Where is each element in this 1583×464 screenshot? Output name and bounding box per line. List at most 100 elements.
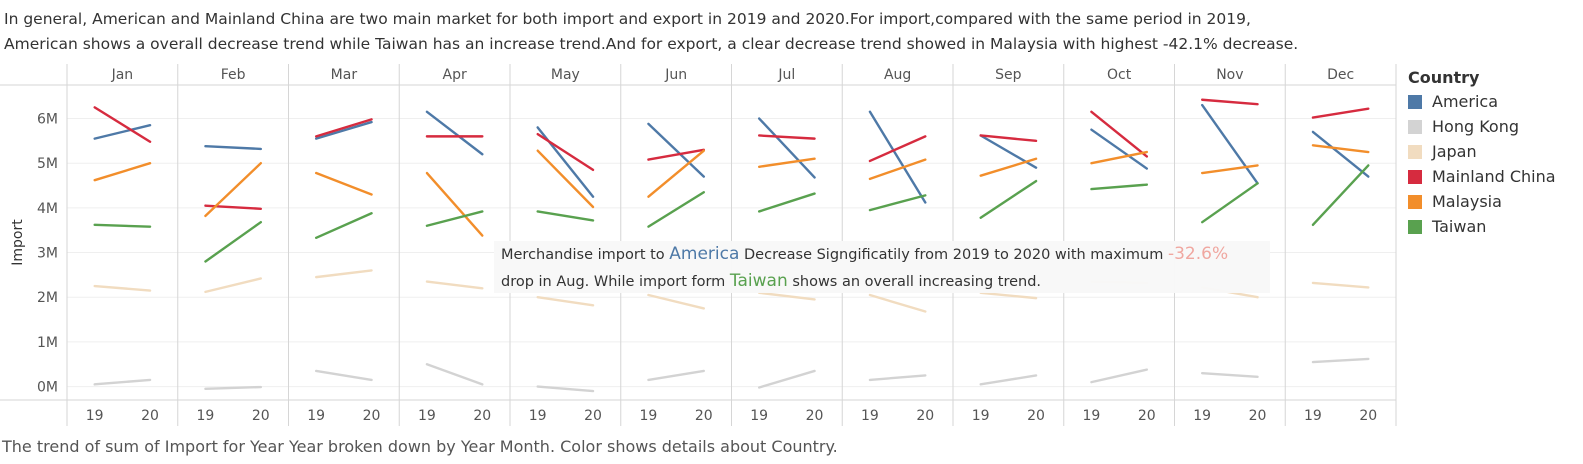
- x-tick-label: 19: [307, 408, 325, 424]
- x-tick-label: 20: [1138, 408, 1156, 424]
- series-america-mar: [314, 120, 373, 140]
- x-tick-label: 19: [640, 408, 658, 424]
- series-taiwan-aug: [868, 194, 927, 212]
- legend-item-taiwan[interactable]: Taiwan: [1408, 214, 1556, 239]
- series-malaysia-feb: [204, 161, 263, 218]
- month-header: Nov: [1216, 67, 1243, 83]
- month-header: Oct: [1107, 67, 1132, 83]
- x-tick-label: 20: [695, 408, 713, 424]
- annotation-tooltip: Merchandise import to America Decrease S…: [494, 241, 1270, 293]
- intro-line-1: In general, American and Mainland China …: [4, 10, 1251, 28]
- legend-item-malaysia[interactable]: Malaysia: [1408, 189, 1556, 214]
- legend-label: America: [1432, 92, 1498, 111]
- intro-text: In general, American and Mainland China …: [4, 7, 1424, 57]
- series-taiwan-jun: [647, 191, 706, 228]
- series-japan-aug: [868, 293, 927, 313]
- series-hong-kong-oct: [1090, 368, 1149, 384]
- series-mainland-china-jun: [647, 148, 706, 161]
- series-taiwan-jul: [757, 192, 816, 213]
- legend-label: Malaysia: [1432, 192, 1502, 211]
- chart-caption: The trend of sum of Import for Year Year…: [2, 437, 838, 456]
- series-japan-sep: [979, 291, 1038, 300]
- series-taiwan-feb: [204, 220, 263, 263]
- series-hong-kong-feb: [204, 385, 263, 391]
- series-japan-mar: [314, 269, 373, 279]
- series-hong-kong-apr: [425, 363, 484, 386]
- series-hong-kong-sep: [979, 374, 1038, 386]
- series-mainland-china-jul: [757, 134, 816, 140]
- month-header: Mar: [331, 67, 358, 83]
- x-tick-label: 19: [197, 408, 215, 424]
- legend-swatch: [1408, 219, 1422, 234]
- series-mainland-china-may: [536, 132, 595, 172]
- series-malaysia-mar: [314, 171, 373, 196]
- legend-label: Japan: [1432, 142, 1477, 161]
- legend-label: Hong Kong: [1432, 117, 1519, 136]
- month-header: Jan: [111, 67, 134, 83]
- series-malaysia-jan: [93, 161, 152, 182]
- y-axis-label: Import: [10, 219, 26, 266]
- tooltip-text-4: shows an overall increasing trend.: [787, 274, 1042, 290]
- tooltip-text-2: Decrease Signgificatily from 2019 to 202…: [739, 247, 1168, 263]
- series-malaysia-aug: [868, 158, 927, 181]
- series-malaysia-may: [536, 149, 595, 209]
- series-taiwan-oct: [1090, 183, 1149, 191]
- x-tick-label: 20: [141, 408, 159, 424]
- x-tick-label: 20: [1359, 408, 1377, 424]
- tooltip-taiwan: Taiwan: [729, 271, 788, 291]
- series-japan-jun: [647, 293, 706, 310]
- series-america-jun: [647, 122, 706, 178]
- y-tick-label: 3M: [37, 246, 58, 262]
- series-taiwan-sep: [979, 179, 1038, 219]
- series-taiwan-apr: [425, 210, 484, 227]
- series-hong-kong-jan: [93, 378, 152, 386]
- x-tick-label: 19: [1083, 408, 1101, 424]
- series-america-aug: [868, 110, 927, 204]
- series-japan-may: [536, 296, 595, 307]
- x-tick-label: 19: [861, 408, 879, 424]
- x-tick-label: 20: [806, 408, 824, 424]
- series-hong-kong-nov: [1200, 371, 1259, 378]
- x-tick-label: 20: [1027, 408, 1045, 424]
- month-header: Dec: [1327, 67, 1354, 83]
- series-malaysia-jul: [757, 157, 816, 168]
- legend-item-japan[interactable]: Japan: [1408, 139, 1556, 164]
- y-tick-label: 1M: [37, 335, 58, 351]
- x-tick-label: 19: [1193, 408, 1211, 424]
- series-mainland-china-nov: [1200, 98, 1259, 106]
- series-america-apr: [425, 110, 484, 156]
- series-japan-feb: [204, 277, 263, 294]
- legend-title: Country: [1408, 68, 1480, 87]
- y-tick-label: 4M: [37, 201, 58, 217]
- y-tick-label: 5M: [37, 156, 58, 172]
- series-taiwan-may: [536, 210, 595, 222]
- month-header: Aug: [884, 67, 911, 83]
- month-header: Jun: [664, 67, 687, 83]
- tooltip-line-2: drop in Aug. While import form Taiwan sh…: [501, 271, 1041, 291]
- series-hong-kong-aug: [868, 374, 927, 382]
- series-malaysia-dec: [1311, 144, 1370, 154]
- month-header: Sep: [995, 67, 1022, 83]
- x-tick-label: 20: [473, 408, 491, 424]
- month-header: Apr: [443, 67, 467, 83]
- series-japan-jul: [757, 291, 816, 301]
- legend-item-hong-kong[interactable]: Hong Kong: [1408, 114, 1556, 139]
- legend: Country America Hong Kong Japan Mainland Ch…: [1408, 68, 1556, 239]
- series-mainland-china-sep: [979, 134, 1038, 143]
- y-tick-label: 0M: [37, 380, 58, 396]
- legend-label: Mainland China: [1432, 167, 1556, 186]
- series-malaysia-nov: [1200, 164, 1259, 175]
- x-tick-label: 20: [916, 408, 934, 424]
- legend-item-america[interactable]: America: [1408, 89, 1556, 114]
- series-mainland-china-aug: [868, 135, 927, 163]
- series-mainland-china-jan: [93, 106, 152, 143]
- x-tick-label: 19: [529, 408, 547, 424]
- month-header: Feb: [221, 67, 246, 83]
- series-taiwan-dec: [1311, 164, 1370, 227]
- legend-swatch: [1408, 94, 1422, 109]
- x-tick-label: 19: [86, 408, 104, 424]
- x-tick-label: 20: [363, 408, 381, 424]
- x-tick-label: 19: [418, 408, 436, 424]
- series-america-nov: [1200, 103, 1259, 185]
- legend-item-mainland-china[interactable]: Mainland China: [1408, 164, 1556, 189]
